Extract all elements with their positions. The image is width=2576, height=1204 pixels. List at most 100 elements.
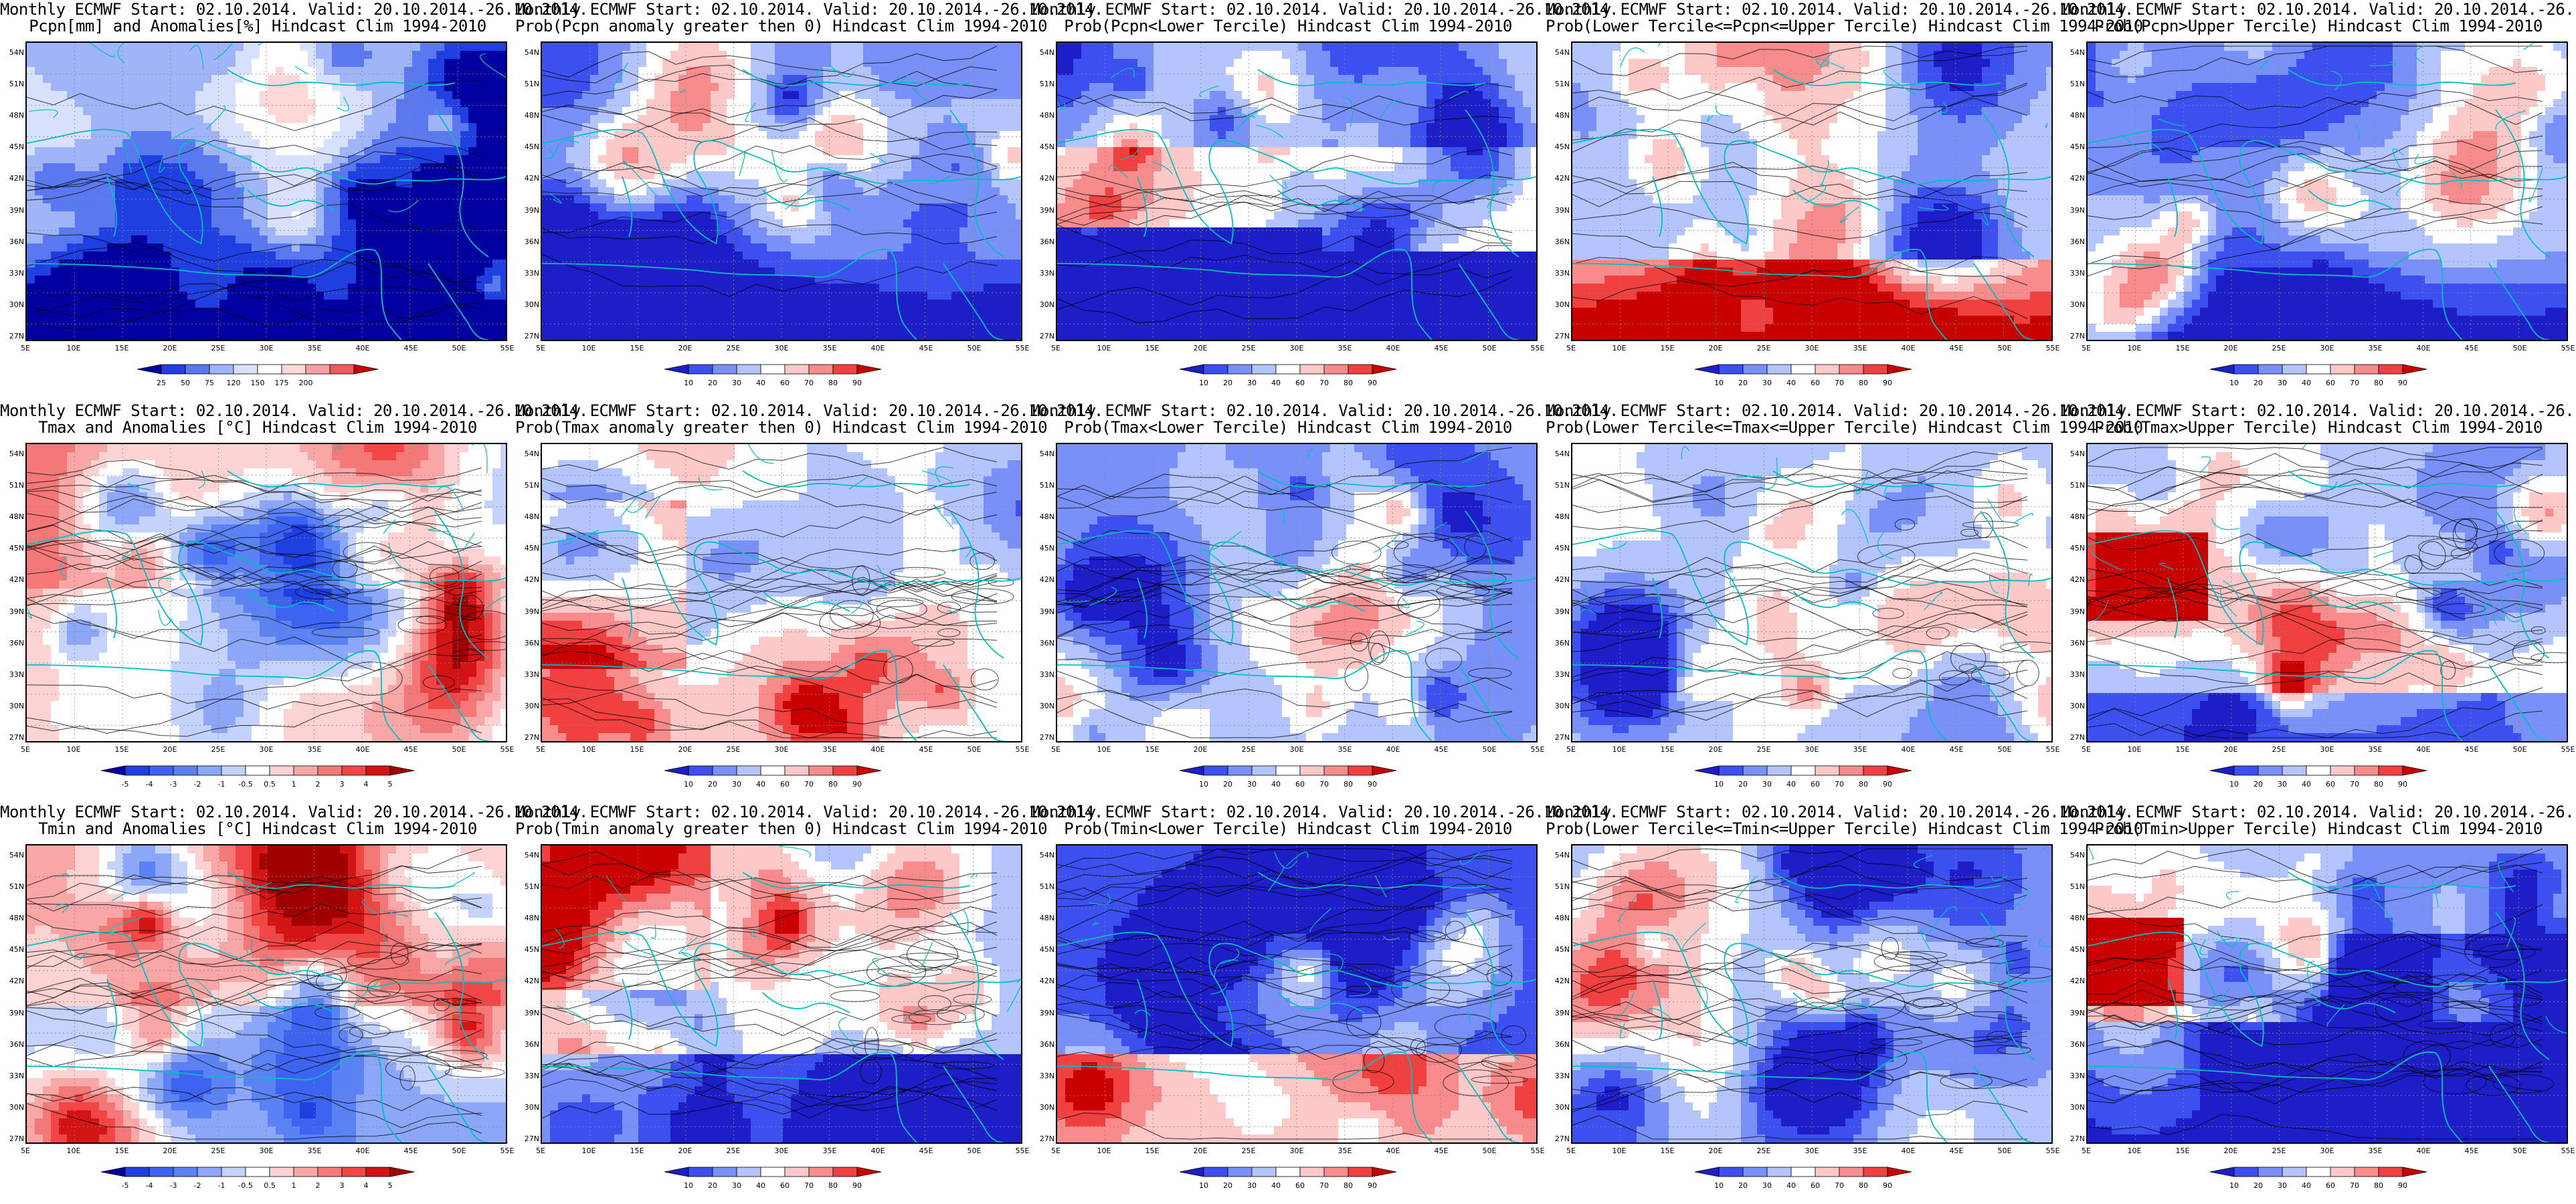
colorbar-swatch — [1766, 1167, 1792, 1177]
lat-label: 39N — [1, 1009, 24, 1017]
map-panel-p24: Monthly ECMWF Start: 02.10.2014. Valid: … — [2061, 803, 2576, 1204]
colorbar-tick-label: 4 — [356, 780, 376, 789]
lon-label: 40E — [868, 344, 888, 353]
lat-label: 27N — [1547, 733, 1570, 742]
lon-label: 55E — [497, 344, 517, 353]
lon-label: 45E — [916, 344, 936, 353]
lat-label: 48N — [2062, 111, 2085, 120]
colorbar-swatch — [712, 1167, 737, 1177]
map-area — [541, 41, 1022, 341]
colorbar-tick-label: 5 — [380, 780, 400, 789]
colorbar-tick-label: 5 — [380, 1181, 400, 1190]
lat-label: 30N — [517, 1103, 539, 1112]
colorbar-tick-label: 10 — [1194, 780, 1214, 789]
map-panel-p11: Monthly ECMWF Start: 02.10.2014. Valid: … — [515, 401, 1103, 803]
lon-label: 55E — [2558, 344, 2576, 353]
lat-label: 42N — [1547, 575, 1570, 584]
map-panel-p21: Monthly ECMWF Start: 02.10.2014. Valid: … — [515, 803, 1103, 1204]
lon-label: 10E — [1094, 344, 1114, 353]
lat-label: 33N — [1, 1072, 24, 1080]
colorbar-tick-label: 10 — [678, 780, 699, 789]
lon-label: 10E — [579, 1146, 599, 1155]
colorbar-tick-label: 90 — [1877, 780, 1898, 789]
colorbar-tick-label: 30 — [2272, 379, 2292, 387]
colorbar-tick-label: 70 — [1829, 1181, 1849, 1190]
colorbar-tick-label: 80 — [1338, 379, 1358, 387]
lon-label: 35E — [1335, 1146, 1355, 1155]
panel-title: Monthly ECMWF Start: 02.10.2014. Valid: … — [0, 403, 588, 436]
lon-label: 35E — [304, 745, 325, 754]
colorbar-swatch — [1863, 765, 1888, 776]
lat-label: 48N — [1547, 914, 1570, 922]
lat-label: 27N — [1, 332, 24, 340]
lat-label: 39N — [2062, 206, 2085, 215]
colorbar-swatch — [2378, 364, 2403, 375]
lat-label: 42N — [1032, 575, 1054, 584]
panel-title-line1: Monthly ECMWF Start: 02.10.2014. Valid: … — [1030, 403, 1619, 419]
map-canvas — [27, 444, 506, 741]
lon-label: 5E — [1561, 1146, 1581, 1155]
map-panel-p13: Monthly ECMWF Start: 02.10.2014. Valid: … — [1546, 401, 2143, 803]
colorbar-swatch — [1790, 765, 1816, 776]
colorbar-tick-label: 40 — [2296, 780, 2316, 789]
lat-label: 48N — [2062, 914, 2085, 922]
lon-label: 5E — [531, 745, 551, 754]
lon-label: 30E — [771, 745, 792, 754]
colorbar-tick-label: 90 — [1362, 780, 1382, 789]
lon-label: 5E — [1046, 1146, 1066, 1155]
lon-label: 15E — [1657, 745, 1677, 754]
lon-label: 35E — [1850, 745, 1870, 754]
colorbar-swatch — [197, 1167, 222, 1177]
lon-label: 5E — [531, 1146, 551, 1155]
colorbar — [664, 1167, 882, 1177]
colorbar-tick-label: 10 — [2224, 1181, 2244, 1190]
lon-label: 40E — [2413, 344, 2433, 353]
colorbar-swatch — [2330, 364, 2355, 375]
lat-label: 42N — [517, 977, 539, 985]
lon-label: 20E — [1190, 1146, 1210, 1155]
colorbar-tick-label: 90 — [2393, 379, 2413, 387]
colorbar-swatch — [1348, 1167, 1373, 1177]
lon-label: 5E — [2076, 344, 2096, 353]
lat-label: 27N — [2062, 1134, 2085, 1143]
colorbar-swatch — [1180, 364, 1204, 375]
panel-title-line2: Prob(Pcpn<Lower Tercile) Hindcast Clim 1… — [1030, 18, 1546, 35]
panel-title-line2: Prob(Pcpn>Upper Tercile) Hindcast Clim 1… — [2061, 18, 2576, 35]
lon-label: 15E — [627, 1146, 647, 1155]
lon-label: 55E — [497, 745, 517, 754]
lat-label: 51N — [1547, 481, 1570, 490]
panel-title: Monthly ECMWF Start: 02.10.2014. Valid: … — [1546, 403, 2143, 436]
colorbar-swatch — [221, 765, 246, 776]
colorbar-swatch — [365, 1167, 391, 1177]
map-area — [1571, 41, 2053, 341]
lon-label: 5E — [2076, 1146, 2096, 1155]
panel-title: Monthly ECMWF Start: 02.10.2014. Valid: … — [1030, 403, 1619, 436]
colorbar-tick-label: 80 — [1338, 780, 1358, 789]
lat-label: 45N — [2062, 945, 2085, 954]
lat-label: 30N — [2062, 300, 2085, 309]
colorbar-tick-label: 60 — [1290, 780, 1310, 789]
lon-label: 5E — [531, 344, 551, 353]
lat-label: 42N — [1032, 174, 1054, 183]
colorbar-swatch — [808, 1167, 834, 1177]
colorbar-swatch — [736, 364, 761, 375]
lon-label: 40E — [1383, 1146, 1403, 1155]
lat-label: 33N — [517, 670, 539, 679]
lon-label: 20E — [675, 344, 695, 353]
colorbar — [137, 364, 379, 375]
colorbar-swatch — [233, 364, 258, 375]
lat-label: 33N — [1, 670, 24, 679]
colorbar-tick-label: 20 — [1218, 379, 1238, 387]
colorbar-swatch — [1718, 1167, 1744, 1177]
lat-label: 27N — [1547, 1134, 1570, 1143]
lat-label: 39N — [1547, 607, 1570, 616]
lat-label: 36N — [1032, 639, 1054, 647]
colorbar-swatch — [664, 1167, 689, 1177]
panel-title-line1: Monthly ECMWF Start: 02.10.2014. Valid: … — [1030, 1, 1619, 18]
colorbar-tick-label: 30 — [1757, 1181, 1777, 1190]
panel-title: Monthly ECMWF Start: 02.10.2014. Valid: … — [515, 804, 1103, 837]
lat-label: 42N — [1, 977, 24, 985]
lat-label: 51N — [517, 481, 539, 490]
colorbar-tick-label: 80 — [823, 1181, 843, 1190]
lon-label: 50E — [964, 1146, 984, 1155]
